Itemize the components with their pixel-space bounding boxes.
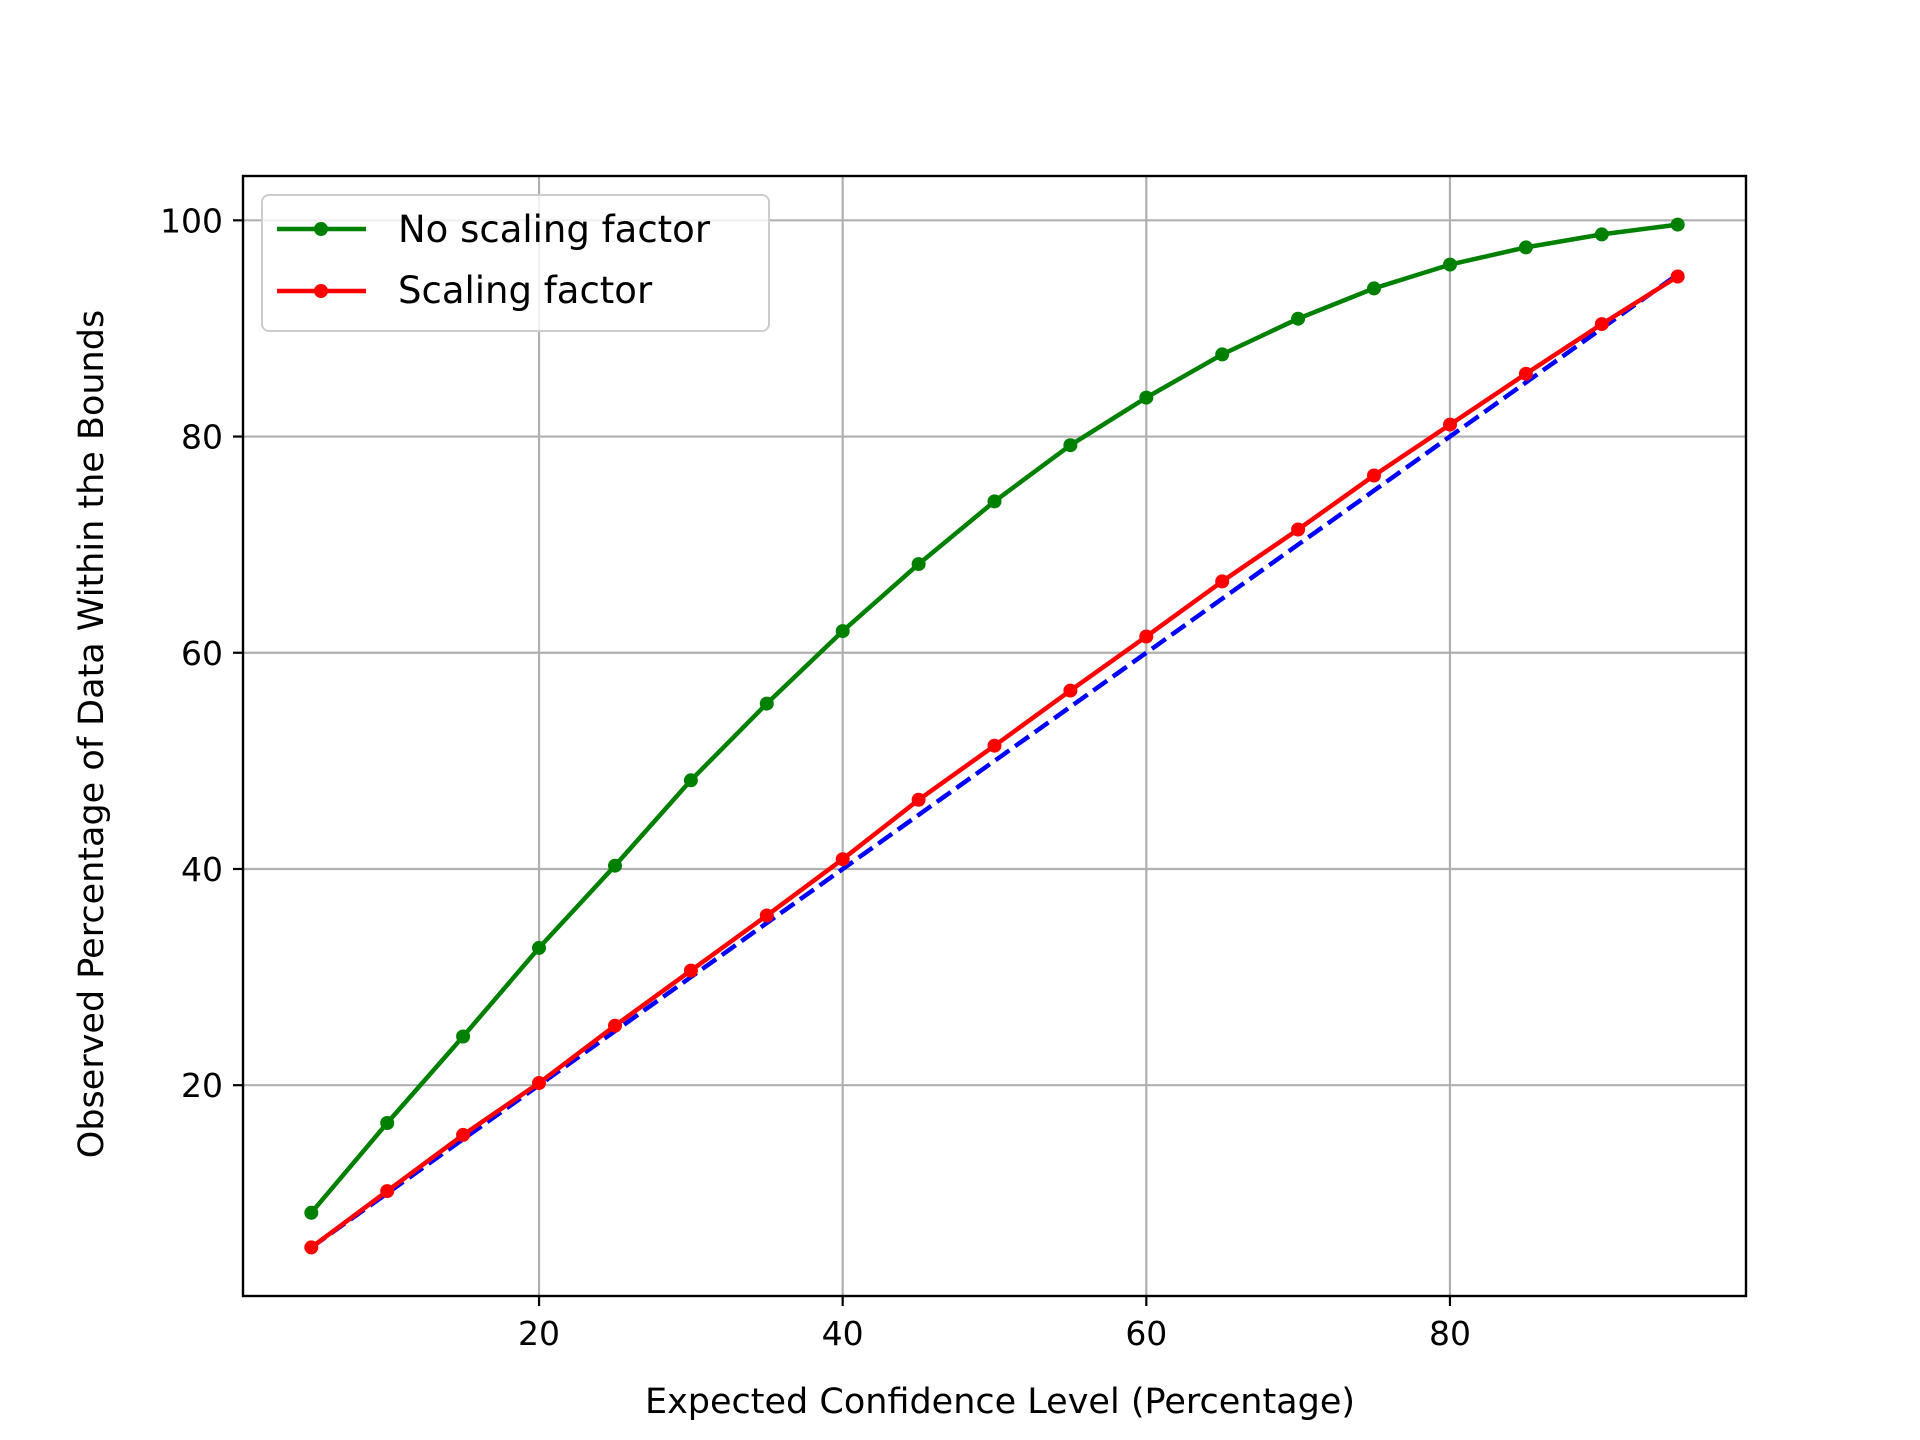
data-point: [380, 1116, 395, 1130]
data-point: [911, 792, 926, 807]
data-point: [608, 858, 622, 873]
data-point: [1443, 257, 1457, 272]
ticks: 20 40 60 80 20 40 60 80 100: [160, 201, 1471, 1353]
y-tick-label: 40: [181, 850, 223, 889]
legend-entry-no-scaling-factor-marker: [314, 222, 328, 236]
data-point: [608, 1018, 622, 1033]
data-point: [1594, 317, 1609, 332]
legend-entry-scaling-factor-marker: [314, 284, 328, 298]
data-point: [380, 1184, 395, 1199]
data-point: [1063, 683, 1078, 698]
y-tick-label: 80: [181, 418, 223, 457]
data-point: [1215, 347, 1230, 362]
data-point: [911, 557, 926, 572]
data-point: [1291, 311, 1306, 326]
data-point: [532, 940, 546, 955]
data-point: [304, 1205, 319, 1220]
legend-entry-no-scaling-factor: No scaling factor: [398, 208, 711, 251]
x-axis-label: Expected Confidence Level (Percentage): [645, 1382, 1355, 1422]
data-point: [1518, 240, 1533, 255]
x-tick-label: 60: [1125, 1314, 1167, 1353]
data-point: [304, 1240, 319, 1255]
data-point: [1367, 468, 1381, 483]
y-axis-label: Observed Percentage of Data Within the B…: [72, 310, 112, 1158]
data-point: [835, 624, 850, 639]
data-point: [1139, 390, 1154, 405]
data-point: [1594, 227, 1609, 242]
x-tick-label: 20: [518, 1314, 560, 1353]
data-point: [532, 1076, 546, 1090]
data-point: [456, 1029, 471, 1044]
x-tick-label: 80: [1429, 1314, 1471, 1353]
data-point: [1670, 217, 1685, 232]
y-tick-label: 100: [160, 201, 223, 240]
data-point: [1215, 574, 1230, 589]
legend-entry-scaling-factor: Scaling factor: [398, 269, 653, 312]
data-point: [1518, 366, 1533, 381]
data-point: [1443, 417, 1457, 432]
data-point: [759, 908, 774, 923]
legend-box: [261, 194, 770, 332]
data-point: [683, 773, 698, 788]
data-point: [683, 963, 698, 978]
data-point: [1139, 629, 1154, 644]
data-point: [456, 1127, 471, 1142]
data-point: [1291, 522, 1306, 537]
data-point: [759, 696, 774, 711]
data-point: [1670, 269, 1685, 284]
x-tick-label: 40: [822, 1314, 864, 1353]
data-point: [987, 738, 1002, 753]
data-point: [987, 494, 1002, 509]
y-tick-label: 20: [181, 1066, 223, 1105]
y-tick-label: 60: [181, 634, 223, 673]
series-layer: [304, 217, 1685, 1255]
data-point: [1367, 281, 1381, 296]
legend: No scaling factor Scaling factor: [261, 194, 770, 332]
data-point: [1063, 438, 1078, 453]
data-point: [835, 852, 850, 867]
plot-frame: [241, 174, 1748, 1298]
